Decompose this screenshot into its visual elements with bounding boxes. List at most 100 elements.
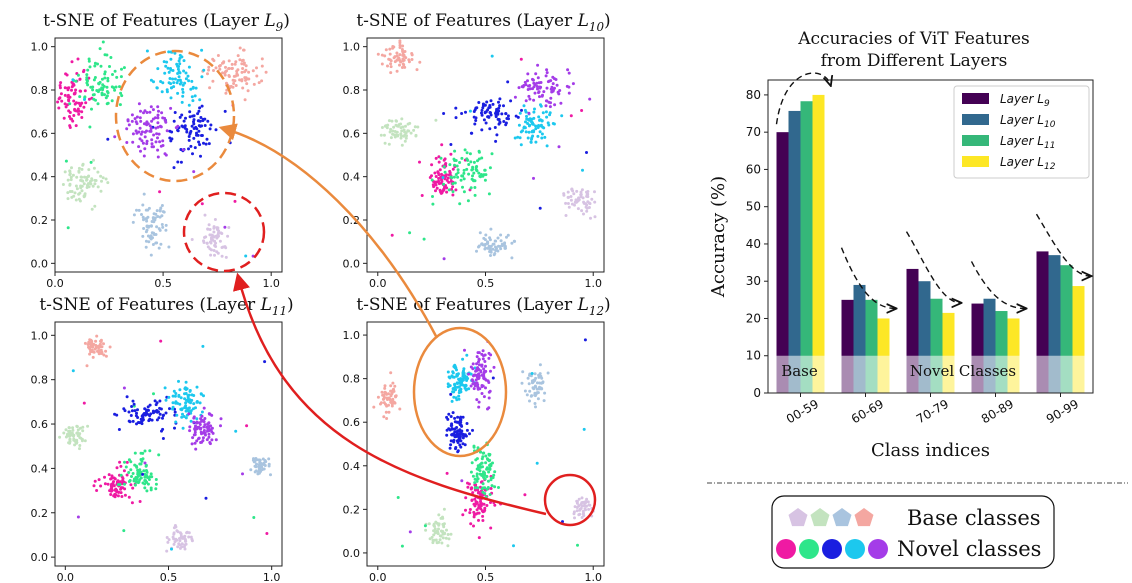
- point-novel4: [540, 132, 544, 136]
- point-novel1: [468, 508, 472, 511]
- point-base2: [77, 166, 81, 170]
- point-base2: [443, 532, 446, 536]
- point-base2: [447, 537, 451, 541]
- point-base3: [144, 245, 148, 249]
- point-base3: [145, 219, 149, 223]
- point-novel4: [536, 134, 540, 138]
- point-base2: [406, 129, 410, 133]
- point-novel1: [129, 483, 133, 487]
- point-novel1: [59, 92, 63, 96]
- point-novel3: [496, 117, 500, 121]
- point-novel3: [487, 106, 491, 110]
- point-novel5: [195, 421, 199, 425]
- point-novel5: [139, 109, 142, 113]
- point-novel3: [199, 116, 203, 119]
- point-base1: [95, 334, 99, 338]
- point-novel4: [541, 111, 545, 115]
- point-base2: [68, 190, 72, 193]
- point-novel2: [479, 173, 483, 176]
- y-tick-label: 1.0: [31, 41, 49, 54]
- point-base4: [582, 504, 586, 508]
- point-base2: [400, 117, 404, 121]
- point-base4: [582, 200, 586, 204]
- point-novel4: [452, 395, 456, 399]
- point-novel4: [464, 388, 468, 392]
- point-novel1: [481, 514, 485, 518]
- point-base4: [572, 510, 576, 514]
- point-base2: [93, 204, 97, 208]
- point-novel5: [203, 423, 207, 427]
- point-novel5: [200, 432, 203, 436]
- point-novel1: [72, 99, 76, 103]
- point-base3: [152, 220, 156, 224]
- point-base1: [379, 402, 382, 406]
- point-novel4: [530, 130, 534, 134]
- point-novel1: [430, 174, 433, 178]
- point-base2: [67, 426, 71, 430]
- point-base4: [575, 509, 579, 513]
- point-novel4: [450, 374, 454, 378]
- point-base1: [260, 79, 264, 83]
- point-base2: [383, 141, 387, 145]
- point-novel1: [95, 489, 99, 492]
- point-novel2: [143, 486, 147, 490]
- point-novel3: [161, 437, 165, 440]
- point-novel5: [533, 83, 537, 87]
- point-novel1: [159, 339, 163, 343]
- point-novel1: [446, 176, 450, 180]
- point-novel1: [451, 167, 455, 171]
- point-base4: [212, 235, 216, 239]
- point-novel5: [528, 97, 532, 101]
- point-novel5: [474, 369, 478, 373]
- point-base4: [578, 508, 582, 512]
- point-base2: [432, 523, 436, 527]
- point-novel4: [202, 394, 205, 398]
- point-novel3: [132, 402, 136, 406]
- point-novel2: [480, 461, 484, 465]
- point-novel1: [77, 112, 81, 116]
- point-novel5: [76, 515, 80, 519]
- point-novel2: [487, 470, 491, 474]
- y-tick-label: 0.4: [343, 171, 361, 184]
- point-base2: [94, 179, 98, 182]
- point-novel4: [527, 130, 531, 134]
- point-novel2: [148, 449, 152, 453]
- point-novel4: [184, 416, 188, 420]
- point-base4: [174, 537, 178, 541]
- point-novel5: [209, 424, 213, 428]
- point-base1: [393, 384, 397, 388]
- point-base4: [577, 504, 581, 508]
- point-base3: [546, 371, 550, 375]
- tsne-panel-layer9: 0.00.20.40.60.81.00.0 0.5 1.0t-SNE of Feat…: [31, 11, 290, 290]
- point-novel1: [569, 114, 573, 118]
- point-novel3: [188, 115, 192, 119]
- point-novel4: [160, 90, 164, 94]
- point-base4: [580, 516, 584, 519]
- point-novel4: [184, 71, 188, 75]
- point-novel2: [443, 170, 447, 174]
- point-novel4: [169, 57, 173, 61]
- point-novel1: [477, 536, 481, 540]
- point-novel1: [99, 484, 103, 488]
- point-novel5: [546, 80, 550, 84]
- point-novel5: [140, 139, 144, 143]
- point-novel5: [549, 79, 553, 83]
- point-novel5: [557, 92, 561, 96]
- point-novel3: [200, 134, 203, 137]
- point-base1: [398, 53, 402, 57]
- point-novel5: [206, 422, 210, 426]
- point-novel1: [472, 502, 476, 506]
- point-novel5: [150, 142, 154, 146]
- point-novel4: [178, 78, 182, 82]
- point-base1: [382, 401, 386, 405]
- point-novel1: [123, 493, 127, 497]
- point-novel4: [178, 53, 182, 57]
- point-novel5: [149, 105, 153, 109]
- point-base1: [418, 60, 422, 64]
- point-novel1: [523, 493, 527, 497]
- point-base3: [497, 244, 500, 248]
- point-novel2: [472, 160, 476, 164]
- point-base1: [255, 74, 259, 78]
- point-base1: [242, 48, 246, 52]
- point-novel3: [460, 429, 464, 433]
